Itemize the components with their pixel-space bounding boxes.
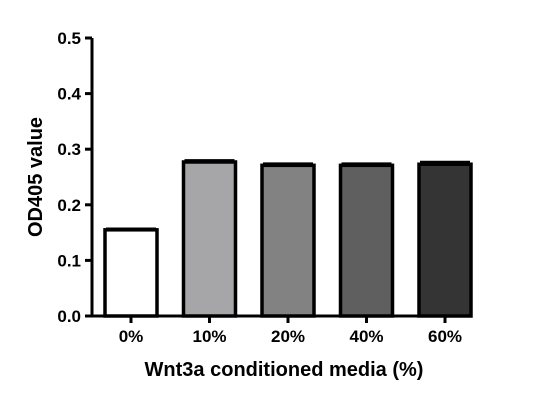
- bar-10-percent: [181, 160, 238, 318]
- bar-20-percent: [260, 163, 316, 318]
- bar-0-percent: [103, 228, 159, 318]
- bars: [103, 159, 473, 318]
- x-tick-label: 10%: [192, 327, 226, 346]
- y-tick-label: 0.3: [57, 140, 81, 159]
- y-tick-label: 0.0: [57, 307, 81, 326]
- y-tick-label: 0.5: [57, 29, 81, 48]
- x-tick-label: 20%: [271, 327, 305, 346]
- bar-60-percent: [417, 162, 473, 318]
- y-axis-title: OD405 value: [25, 117, 47, 237]
- bar-40-percent: [338, 163, 395, 318]
- y-tick-label: 0.1: [57, 251, 81, 270]
- x-tick-label: 0%: [119, 327, 144, 346]
- x-tick-label: 40%: [349, 327, 383, 346]
- y-tick-label: 0.4: [57, 85, 81, 104]
- x-axis-title: Wnt3a conditioned media (%): [145, 359, 424, 381]
- x-tick-label: 60%: [428, 327, 462, 346]
- y-tick-label: 0.2: [57, 196, 81, 215]
- tick-labels: 0.0 0.1 0.2 0.3 0.4 0.5 0% 10% 20% 40% 60%: [57, 29, 462, 346]
